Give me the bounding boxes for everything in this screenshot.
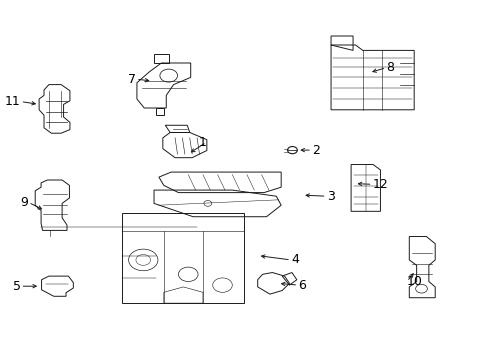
- Text: 2: 2: [311, 144, 319, 157]
- Text: 1: 1: [198, 136, 206, 149]
- Text: 6: 6: [298, 279, 305, 292]
- Text: 8: 8: [386, 61, 393, 74]
- Text: 3: 3: [326, 190, 334, 203]
- Text: 7: 7: [128, 73, 136, 86]
- Text: 12: 12: [372, 178, 387, 191]
- Text: 9: 9: [20, 196, 28, 209]
- Text: 4: 4: [290, 253, 298, 266]
- Text: 11: 11: [5, 95, 20, 108]
- Text: 10: 10: [406, 275, 422, 288]
- Text: 5: 5: [13, 280, 20, 293]
